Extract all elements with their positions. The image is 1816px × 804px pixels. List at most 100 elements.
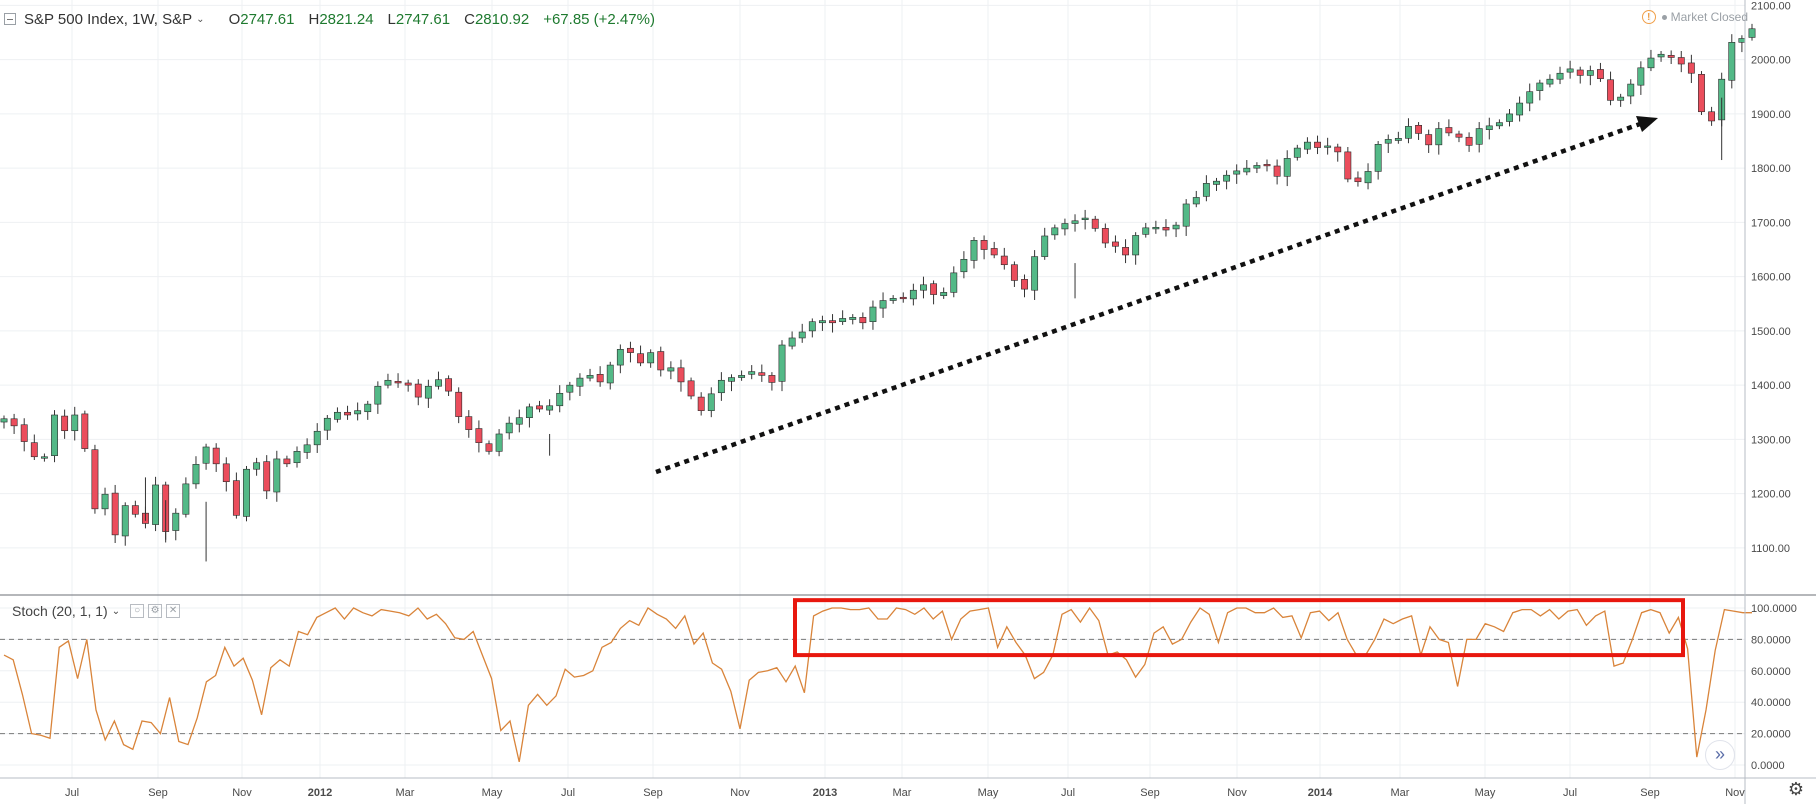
x-tick-label: Nov xyxy=(1725,787,1745,799)
candle-down xyxy=(1334,146,1342,153)
candle-down xyxy=(1263,164,1271,167)
candle-down xyxy=(1445,127,1453,134)
candle-down xyxy=(1677,57,1685,65)
visibility-icon[interactable]: ○ xyxy=(130,604,145,618)
candle-down xyxy=(465,416,473,430)
candle-up xyxy=(1041,235,1049,257)
trend-arrow-line xyxy=(655,121,1641,475)
candle-down xyxy=(1162,226,1170,231)
candle-down xyxy=(81,413,89,449)
stoch-line xyxy=(3,606,1752,763)
candle-down xyxy=(930,283,938,295)
price-tick-label: 2000.00 xyxy=(1751,55,1791,67)
indicator-title[interactable]: Stoch (20, 1, 1) xyxy=(12,603,108,619)
candle-up xyxy=(182,483,190,515)
x-tick-label: May xyxy=(482,787,503,799)
candle-up xyxy=(1364,171,1372,184)
candle-down xyxy=(1576,69,1584,76)
candle-up xyxy=(495,433,503,452)
chart-settings-gear-icon[interactable]: ⚙ xyxy=(1787,779,1804,799)
candle-up xyxy=(950,272,958,293)
stoch-tick-label: 40.0000 xyxy=(1751,697,1791,709)
candle-down xyxy=(91,449,99,510)
candle-up xyxy=(1293,147,1301,158)
settings-icon[interactable]: ⚙ xyxy=(148,604,163,618)
candle-up xyxy=(273,458,281,493)
candle-down xyxy=(687,380,695,397)
candle-down xyxy=(829,320,836,324)
candle-up xyxy=(1657,53,1665,58)
status-dot-icon xyxy=(1661,14,1667,20)
candle-up xyxy=(515,417,523,425)
ohlc-close: C2810.92 xyxy=(464,10,530,28)
candle-up xyxy=(121,505,129,537)
candle-up xyxy=(1546,78,1554,85)
x-tick-label: Sep xyxy=(1640,787,1660,799)
stoch-tick-label: 20.0000 xyxy=(1751,729,1791,741)
candle-up xyxy=(960,258,968,273)
candle-down xyxy=(657,351,665,371)
candle-up xyxy=(1627,83,1635,97)
ohlc-high: H2821.24 xyxy=(308,10,374,28)
candle-up xyxy=(1233,170,1241,175)
price-tick-label: 1100.00 xyxy=(1751,543,1790,555)
candle-down xyxy=(697,396,705,411)
candle-down xyxy=(1708,111,1716,122)
candle-up xyxy=(525,406,533,418)
x-tick-label: Nov xyxy=(1227,787,1247,799)
scroll-to-latest-button[interactable]: » xyxy=(1705,740,1735,770)
candle-up xyxy=(0,418,8,423)
candle-up xyxy=(323,417,331,431)
candle-up xyxy=(1172,224,1180,230)
indicator-legend: Stoch (20, 1, 1) ⌄ ○ ⚙ ✕ xyxy=(12,603,184,619)
chevron-down-icon[interactable]: ⌄ xyxy=(196,13,205,25)
symbol-title[interactable]: S&P 500 Index, 1W, S&P xyxy=(24,10,193,28)
market-status[interactable]: ! Market Closed xyxy=(1641,10,1748,24)
candle-up xyxy=(1647,57,1655,69)
x-tick-label: Jul xyxy=(1061,787,1075,799)
candle-up xyxy=(778,344,786,382)
candle-down xyxy=(1314,141,1321,148)
candle-up xyxy=(303,444,311,453)
candle-down xyxy=(990,248,998,256)
candle-up xyxy=(192,464,200,485)
stochastic-panel xyxy=(0,598,1752,763)
candle-up xyxy=(707,393,715,411)
ohlc-open: O2747.61 xyxy=(228,10,295,28)
candle-down xyxy=(344,411,351,416)
candle-up xyxy=(940,292,948,296)
candle-down xyxy=(212,447,220,465)
candle-up xyxy=(152,484,159,525)
candle-up xyxy=(71,414,79,432)
chevron-down-icon[interactable]: ⌄ xyxy=(111,605,121,617)
remove-icon[interactable]: ✕ xyxy=(166,604,181,618)
candle-down xyxy=(131,505,139,515)
candle-down xyxy=(536,405,543,410)
ohlc-low: L2747.61 xyxy=(387,10,451,28)
candle-up xyxy=(1526,91,1534,104)
highlight-box xyxy=(793,598,1685,658)
x-tick-label: 2014 xyxy=(1308,787,1333,799)
candle-down xyxy=(485,443,493,452)
candle-down xyxy=(30,442,38,458)
x-tick-label: 2013 xyxy=(813,787,837,799)
candle-down xyxy=(596,374,604,383)
candle-up xyxy=(354,410,362,415)
candle-up xyxy=(101,493,109,510)
candle-down xyxy=(758,372,766,376)
candle-up xyxy=(1394,138,1402,141)
candle-up xyxy=(920,284,927,291)
x-tick-label: May xyxy=(1475,787,1496,799)
candle-up xyxy=(738,375,746,378)
candle-down xyxy=(414,383,422,398)
collapse-icon[interactable] xyxy=(4,13,16,25)
candle-up xyxy=(1081,217,1089,220)
candle-up xyxy=(889,298,897,301)
x-tick-label: Sep xyxy=(643,787,663,799)
candle-up xyxy=(1566,68,1574,73)
stoch-tick-label: 80.0000 xyxy=(1751,634,1791,646)
candle-up xyxy=(616,349,624,366)
warning-icon: ! xyxy=(1641,10,1656,24)
candle-up xyxy=(293,451,301,464)
